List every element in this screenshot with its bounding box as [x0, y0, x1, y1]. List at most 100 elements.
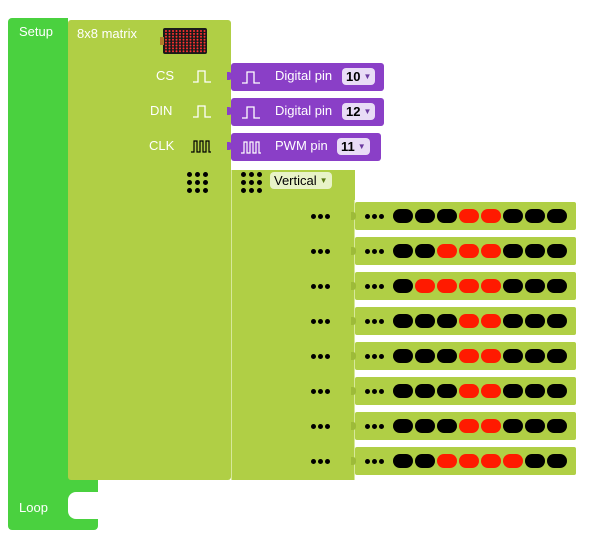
led-off-cell[interactable]: [437, 209, 457, 223]
led-on-cell[interactable]: [437, 454, 457, 468]
led-off-cell[interactable]: [525, 384, 545, 398]
digital-pin-block-cs[interactable]: Digital pin 10 ▼: [227, 63, 384, 91]
matrix-row-block[interactable]: [351, 307, 576, 335]
led-off-cell[interactable]: [415, 209, 435, 223]
led-off-cell[interactable]: [393, 279, 413, 293]
ellipsis-icon: [311, 249, 330, 254]
led-off-cell[interactable]: [393, 349, 413, 363]
led-on-cell[interactable]: [415, 279, 435, 293]
led-off-cell[interactable]: [393, 419, 413, 433]
led-off-cell[interactable]: [547, 314, 567, 328]
led-off-cell[interactable]: [415, 454, 435, 468]
matrix-row-block[interactable]: [351, 412, 576, 440]
led-off-cell[interactable]: [525, 454, 545, 468]
pin-number-dropdown[interactable]: 11 ▼: [337, 138, 370, 155]
led-off-cell[interactable]: [503, 419, 523, 433]
ellipsis-icon: [311, 459, 330, 464]
pin-number-dropdown[interactable]: 10 ▼: [342, 68, 376, 85]
orientation-value: Vertical: [274, 173, 317, 188]
led-on-cell[interactable]: [481, 349, 501, 363]
led-on-cell[interactable]: [481, 209, 501, 223]
pin-number-value: 10: [346, 69, 361, 84]
led-on-cell[interactable]: [459, 314, 479, 328]
led-off-cell[interactable]: [503, 314, 523, 328]
led-off-cell[interactable]: [547, 209, 567, 223]
led-off-cell[interactable]: [415, 419, 435, 433]
led-off-cell[interactable]: [547, 279, 567, 293]
pulse-icon: [192, 103, 212, 124]
led-on-cell[interactable]: [481, 279, 501, 293]
matrix-row-block[interactable]: [351, 342, 576, 370]
led-on-cell[interactable]: [459, 209, 479, 223]
grid-icon: [187, 172, 208, 193]
led-off-cell[interactable]: [547, 454, 567, 468]
ellipsis-icon: [311, 284, 330, 289]
led-off-cell[interactable]: [525, 314, 545, 328]
ellipsis-icon: [365, 284, 384, 289]
led-on-cell[interactable]: [481, 454, 501, 468]
led-off-cell[interactable]: [547, 349, 567, 363]
matrix-block[interactable]: [68, 20, 231, 480]
led-off-cell[interactable]: [415, 384, 435, 398]
matrix-row-block[interactable]: [351, 237, 576, 265]
led-off-cell[interactable]: [393, 314, 413, 328]
led-off-cell[interactable]: [437, 349, 457, 363]
matrix-row-block[interactable]: [351, 202, 576, 230]
block-divider: [354, 200, 355, 480]
pwm-pin-block-clk[interactable]: PWM pin 11 ▼: [227, 133, 381, 161]
led-off-cell[interactable]: [547, 419, 567, 433]
orientation-dropdown[interactable]: Vertical ▼: [270, 172, 332, 189]
led-off-cell[interactable]: [437, 384, 457, 398]
led-on-cell[interactable]: [459, 279, 479, 293]
matrix-row-block[interactable]: [351, 447, 576, 475]
led-on-cell[interactable]: [481, 244, 501, 258]
loop-slot[interactable]: [68, 492, 99, 519]
led-off-cell[interactable]: [415, 244, 435, 258]
led-on-cell[interactable]: [459, 349, 479, 363]
led-off-cell[interactable]: [525, 349, 545, 363]
led-off-cell[interactable]: [503, 384, 523, 398]
ellipsis-icon: [365, 319, 384, 324]
led-off-cell[interactable]: [393, 244, 413, 258]
matrix-inner-block: [231, 170, 355, 480]
pin-type-label: Digital pin: [275, 68, 333, 83]
led-on-cell[interactable]: [481, 384, 501, 398]
led-on-cell[interactable]: [459, 454, 479, 468]
led-off-cell[interactable]: [437, 314, 457, 328]
led-off-cell[interactable]: [393, 209, 413, 223]
led-off-cell[interactable]: [525, 244, 545, 258]
led-on-cell[interactable]: [503, 454, 523, 468]
matrix-row-block[interactable]: [351, 377, 576, 405]
led-on-cell[interactable]: [481, 314, 501, 328]
led-on-cell[interactable]: [459, 244, 479, 258]
led-on-cell[interactable]: [481, 419, 501, 433]
led-off-cell[interactable]: [393, 454, 413, 468]
led-off-cell[interactable]: [503, 209, 523, 223]
led-on-cell[interactable]: [459, 384, 479, 398]
led-off-cell[interactable]: [547, 244, 567, 258]
pin-number-dropdown[interactable]: 12 ▼: [342, 103, 376, 120]
matrix-row-block[interactable]: [351, 272, 576, 300]
led-off-cell[interactable]: [503, 244, 523, 258]
led-off-cell[interactable]: [525, 419, 545, 433]
led-off-cell[interactable]: [547, 384, 567, 398]
led-off-cell[interactable]: [415, 314, 435, 328]
ellipsis-icon: [311, 424, 330, 429]
digital-pin-block-din[interactable]: Digital pin 12 ▼: [227, 98, 384, 126]
pulse-icon: [192, 68, 212, 89]
pin-number-value: 12: [346, 104, 361, 119]
led-off-cell[interactable]: [503, 279, 523, 293]
led-off-cell[interactable]: [525, 279, 545, 293]
pin-type-label: Digital pin: [275, 103, 333, 118]
ellipsis-icon: [365, 249, 384, 254]
led-on-cell[interactable]: [437, 279, 457, 293]
led-on-cell[interactable]: [437, 244, 457, 258]
led-off-cell[interactable]: [525, 209, 545, 223]
led-on-cell[interactable]: [459, 419, 479, 433]
led-off-cell[interactable]: [503, 349, 523, 363]
led-off-cell[interactable]: [393, 384, 413, 398]
led-off-cell[interactable]: [415, 349, 435, 363]
ellipsis-icon: [311, 389, 330, 394]
dropdown-arrow-icon: ▼: [319, 176, 328, 185]
led-off-cell[interactable]: [437, 419, 457, 433]
